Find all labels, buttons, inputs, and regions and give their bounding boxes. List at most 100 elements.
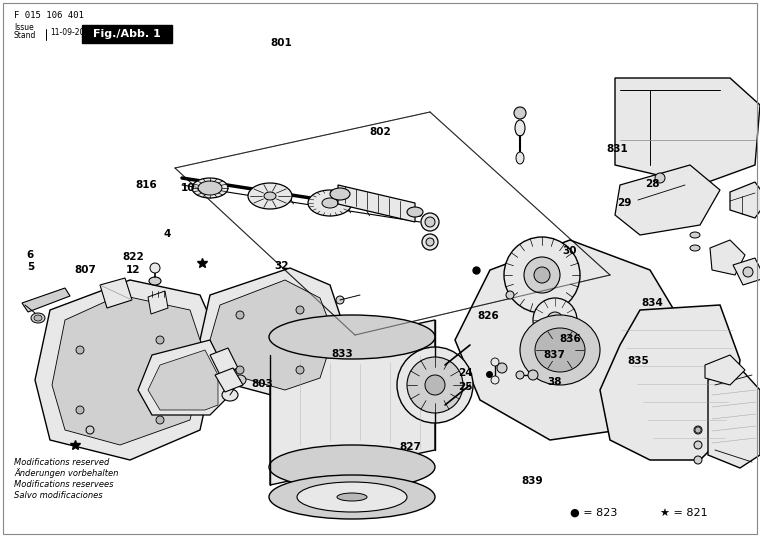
Bar [82, 25, 172, 43]
Polygon shape [705, 355, 745, 385]
Text: 801: 801 [271, 38, 292, 48]
Ellipse shape [156, 416, 164, 424]
Ellipse shape [537, 337, 573, 373]
Polygon shape [600, 305, 740, 460]
Ellipse shape [296, 306, 304, 314]
Ellipse shape [533, 298, 577, 342]
Ellipse shape [308, 190, 352, 216]
Text: 836: 836 [559, 335, 581, 344]
Text: Modifications reserved: Modifications reserved [14, 458, 109, 467]
Ellipse shape [425, 375, 445, 395]
Ellipse shape [330, 188, 350, 200]
Text: 30: 30 [562, 246, 578, 256]
Polygon shape [270, 320, 435, 485]
Polygon shape [100, 278, 132, 308]
Ellipse shape [269, 445, 435, 489]
Text: Salvo modificaciones: Salvo modificaciones [14, 491, 103, 500]
Ellipse shape [524, 257, 560, 293]
Polygon shape [22, 288, 70, 312]
Ellipse shape [425, 217, 435, 227]
Ellipse shape [269, 475, 435, 519]
Text: 831: 831 [606, 144, 628, 154]
Ellipse shape [694, 426, 702, 434]
Polygon shape [708, 368, 760, 468]
Ellipse shape [34, 315, 42, 321]
Polygon shape [35, 280, 220, 460]
Text: ★ = 821: ★ = 821 [660, 508, 708, 518]
Ellipse shape [506, 291, 514, 299]
Polygon shape [730, 182, 760, 218]
Text: 837: 837 [544, 351, 565, 360]
Text: 24: 24 [458, 368, 473, 378]
Text: Fig./Abb. 1: Fig./Abb. 1 [93, 29, 161, 39]
Text: Issue: Issue [14, 23, 33, 32]
Polygon shape [710, 240, 745, 275]
Polygon shape [615, 165, 720, 235]
Polygon shape [148, 291, 168, 314]
Text: 839: 839 [521, 476, 543, 485]
Text: 38: 38 [547, 378, 562, 387]
Ellipse shape [407, 207, 423, 217]
Ellipse shape [224, 361, 236, 373]
Ellipse shape [397, 347, 473, 423]
Ellipse shape [336, 296, 344, 304]
Polygon shape [733, 258, 760, 285]
Text: 4: 4 [163, 229, 171, 238]
Text: 807: 807 [74, 265, 96, 274]
Polygon shape [455, 240, 680, 440]
Ellipse shape [269, 315, 435, 359]
Ellipse shape [497, 363, 507, 373]
Polygon shape [138, 340, 225, 415]
Ellipse shape [514, 107, 526, 119]
Text: 5: 5 [27, 263, 34, 272]
Ellipse shape [236, 366, 244, 374]
Ellipse shape [421, 213, 439, 231]
Ellipse shape [248, 183, 292, 209]
Ellipse shape [236, 311, 244, 319]
Polygon shape [52, 295, 205, 445]
Ellipse shape [694, 456, 702, 464]
Polygon shape [210, 280, 334, 390]
Polygon shape [338, 185, 415, 222]
Ellipse shape [156, 336, 164, 344]
Text: Modifications reservees: Modifications reservees [14, 480, 113, 489]
Text: 822: 822 [122, 252, 144, 262]
Ellipse shape [76, 346, 84, 354]
Ellipse shape [426, 238, 434, 246]
Ellipse shape [695, 427, 701, 433]
Text: Änderungen vorbehalten: Änderungen vorbehalten [14, 468, 119, 478]
Text: ● = 823: ● = 823 [570, 508, 617, 518]
Ellipse shape [407, 357, 463, 413]
Ellipse shape [264, 192, 276, 200]
Ellipse shape [655, 173, 665, 183]
Ellipse shape [694, 441, 702, 449]
Ellipse shape [31, 313, 45, 323]
Text: 25: 25 [458, 382, 473, 391]
Text: F 015 106 401: F 015 106 401 [14, 11, 84, 20]
Text: 833: 833 [331, 350, 353, 359]
Polygon shape [200, 268, 345, 400]
Text: 835: 835 [628, 356, 649, 366]
Ellipse shape [516, 152, 524, 164]
Ellipse shape [547, 312, 563, 328]
Ellipse shape [743, 267, 753, 277]
Polygon shape [210, 348, 238, 375]
Ellipse shape [322, 198, 338, 208]
Ellipse shape [198, 181, 222, 195]
Text: Stand: Stand [14, 31, 36, 40]
Ellipse shape [690, 245, 700, 251]
Text: 28: 28 [644, 179, 660, 188]
Ellipse shape [534, 267, 550, 283]
Ellipse shape [520, 315, 600, 385]
Text: 32: 32 [274, 261, 289, 271]
Text: 29: 29 [618, 198, 632, 208]
Text: 6: 6 [27, 250, 34, 260]
Ellipse shape [516, 371, 524, 379]
Ellipse shape [528, 370, 538, 380]
Ellipse shape [222, 389, 238, 401]
Polygon shape [615, 78, 760, 185]
Polygon shape [215, 368, 243, 392]
Ellipse shape [86, 426, 94, 434]
Ellipse shape [491, 358, 499, 366]
Ellipse shape [549, 349, 561, 361]
